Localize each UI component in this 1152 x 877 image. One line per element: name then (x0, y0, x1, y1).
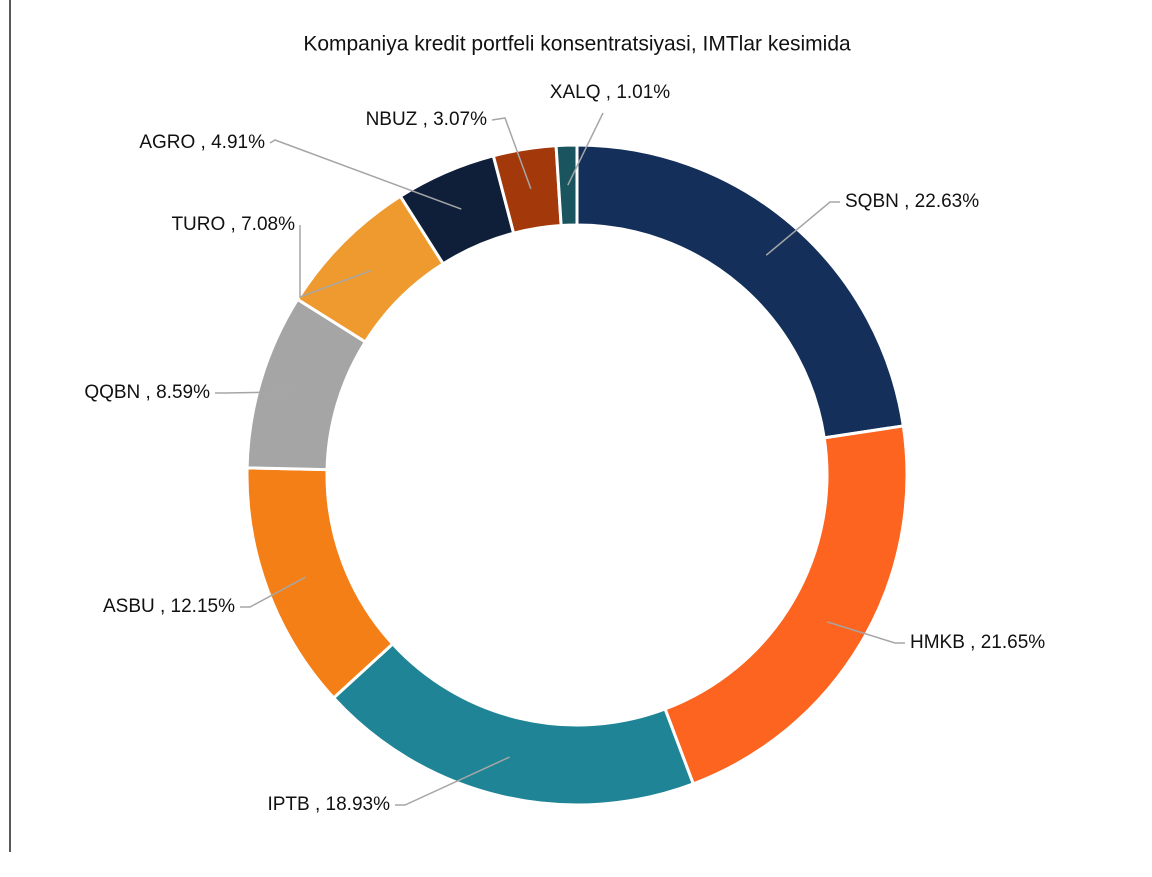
data-label: ASBU , 12.15% (103, 596, 235, 617)
donut-slice (554, 143, 579, 228)
data-label: XALQ , 1.01% (550, 82, 671, 103)
data-label: AGRO , 4.91% (139, 132, 265, 153)
chart-title: Kompaniya kredit portfeli konsentratsiya… (303, 33, 851, 56)
data-label: IPTB , 18.93% (267, 794, 390, 815)
leader-line (240, 576, 306, 608)
data-label: TURO , 7.08% (171, 214, 295, 235)
leader-line (826, 621, 905, 644)
leader-line (269, 139, 462, 210)
data-label: HMKB , 21.65% (910, 632, 1045, 653)
leader-line (395, 756, 510, 806)
leader-line (215, 390, 300, 394)
data-label: QQBN , 8.59% (84, 382, 210, 403)
leader-line (765, 201, 840, 256)
donut-slice (575, 143, 906, 440)
donut-slice (331, 641, 696, 807)
leader-line (567, 112, 604, 186)
data-label: SQBN , 22.63% (845, 191, 979, 212)
leader-line (491, 117, 532, 189)
donut-slice (245, 466, 395, 701)
donut-slice (663, 424, 909, 786)
data-label: NBUZ , 3.07% (366, 109, 488, 130)
leader-line (299, 225, 372, 299)
